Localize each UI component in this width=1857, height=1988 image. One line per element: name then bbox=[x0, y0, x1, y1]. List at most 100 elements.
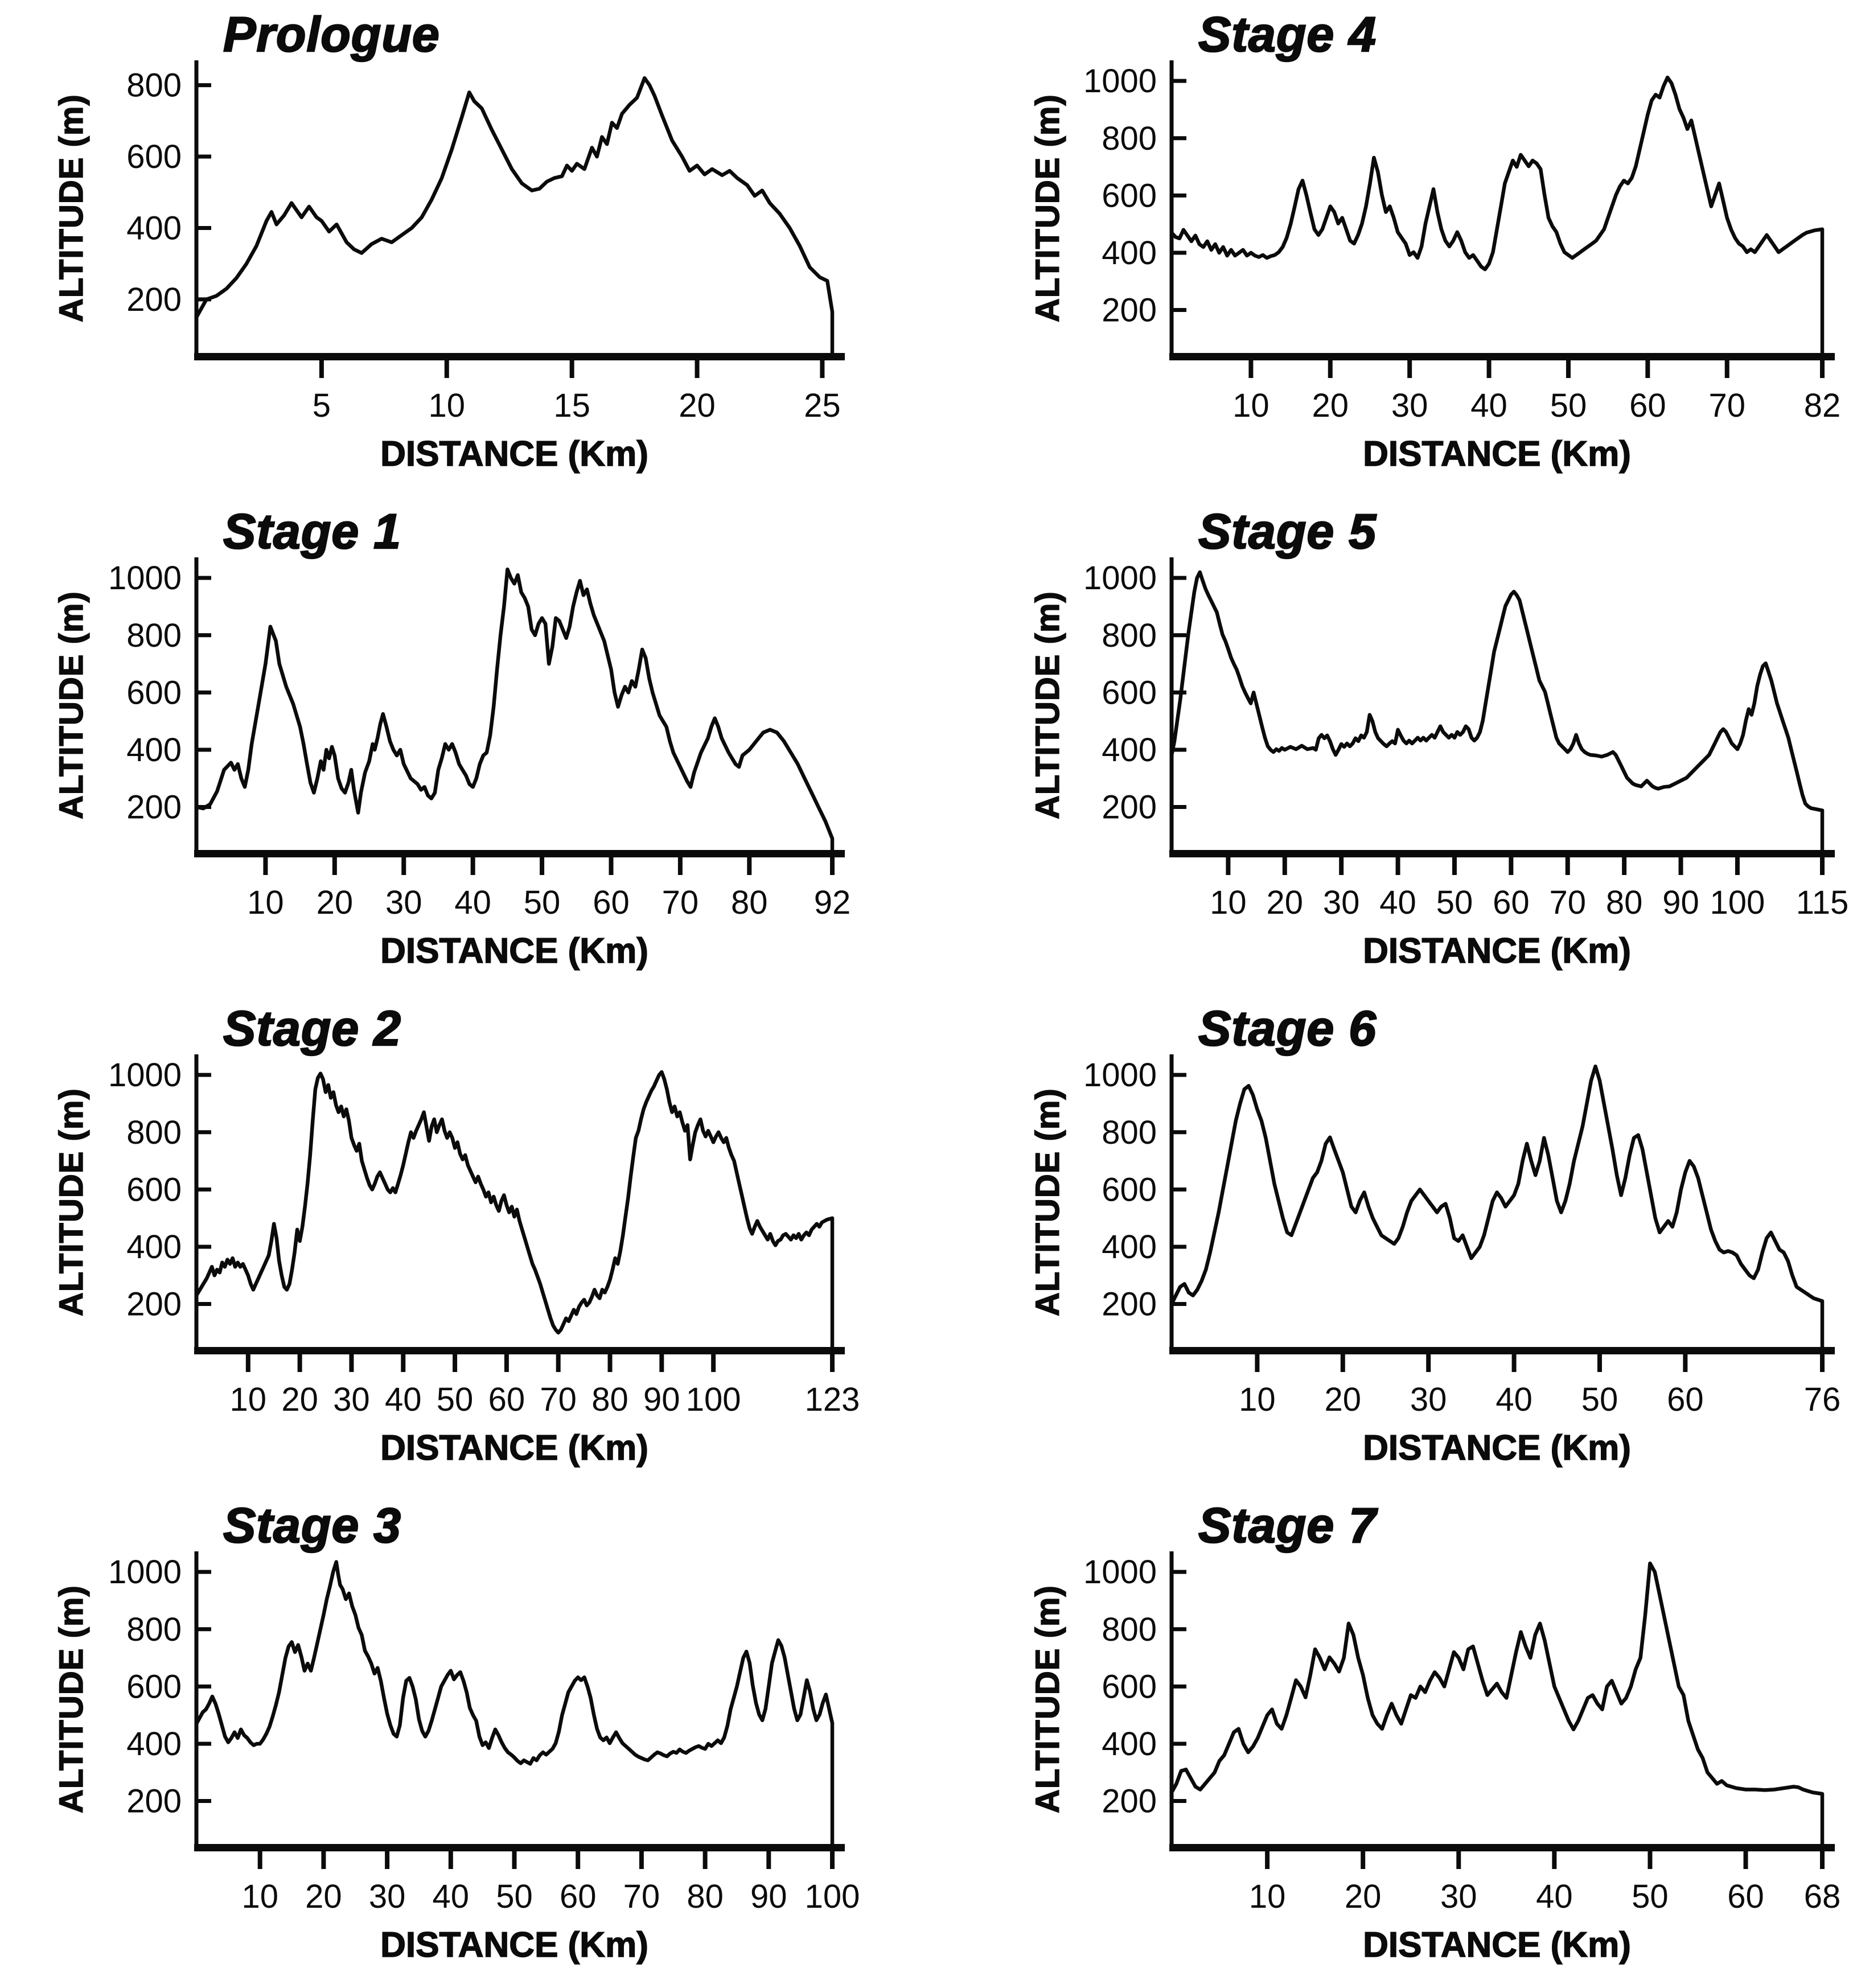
svg-text:80: 80 bbox=[687, 1878, 724, 1915]
svg-text:68: 68 bbox=[1804, 1878, 1841, 1915]
svg-text:40: 40 bbox=[433, 1878, 470, 1915]
svg-text:50: 50 bbox=[1436, 884, 1473, 921]
svg-text:100: 100 bbox=[1710, 884, 1765, 921]
svg-text:400: 400 bbox=[1102, 732, 1157, 769]
chart-stage-2: 200 400 600 800 1000 10 20 30 40 50 60 70 80 90 100 123… bbox=[0, 994, 929, 1491]
svg-text:400: 400 bbox=[126, 732, 182, 769]
svg-text:80: 80 bbox=[591, 1381, 628, 1418]
y-axis-label: ALTITUDE (m) bbox=[52, 1585, 91, 1814]
x-axis-label: DISTANCE (Km) bbox=[380, 434, 648, 474]
svg-text:600: 600 bbox=[126, 138, 182, 175]
chart-canvas: 200 400 600 800 1000 10 20 30 40 50 60 68 bbox=[1083, 1551, 1841, 1915]
chart-title: Prologue bbox=[223, 7, 440, 63]
svg-text:70: 70 bbox=[540, 1381, 577, 1418]
svg-text:40: 40 bbox=[1496, 1381, 1533, 1418]
svg-text:800: 800 bbox=[126, 617, 182, 654]
svg-text:115: 115 bbox=[1796, 884, 1848, 921]
svg-text:25: 25 bbox=[804, 387, 841, 424]
x-axis-label: DISTANCE (Km) bbox=[1362, 931, 1631, 971]
chart-stage-1: 200 400 600 800 1000 10 20 30 40 50 60 70 80 92 Stage… bbox=[0, 497, 929, 994]
svg-text:50: 50 bbox=[437, 1381, 474, 1418]
svg-text:600: 600 bbox=[126, 674, 182, 711]
svg-text:90: 90 bbox=[1662, 884, 1699, 921]
svg-text:50: 50 bbox=[1581, 1381, 1618, 1418]
svg-text:40: 40 bbox=[1470, 387, 1507, 424]
chart-stage-5: 200 400 600 800 1000 10 20 30 40 50 60 70 80 90 100 115… bbox=[929, 497, 1857, 994]
svg-text:80: 80 bbox=[1606, 884, 1643, 921]
chart-title: Stage 5 bbox=[1198, 504, 1377, 560]
svg-text:1000: 1000 bbox=[1083, 1554, 1157, 1591]
svg-text:20: 20 bbox=[1345, 1878, 1382, 1915]
svg-text:30: 30 bbox=[333, 1381, 370, 1418]
svg-text:20: 20 bbox=[1267, 884, 1304, 921]
svg-text:70: 70 bbox=[662, 884, 699, 921]
svg-text:800: 800 bbox=[1102, 617, 1157, 654]
svg-text:30: 30 bbox=[385, 884, 422, 921]
svg-text:100: 100 bbox=[686, 1381, 741, 1418]
svg-text:60: 60 bbox=[593, 884, 630, 921]
chart-canvas: 200 400 600 800 1000 10 20 30 40 50 60 70 80 90 100 115 bbox=[1083, 557, 1848, 921]
svg-text:400: 400 bbox=[1102, 235, 1157, 272]
svg-text:82: 82 bbox=[1804, 387, 1841, 424]
svg-text:400: 400 bbox=[126, 210, 182, 247]
svg-text:80: 80 bbox=[731, 884, 768, 921]
svg-text:30: 30 bbox=[1410, 1381, 1447, 1418]
svg-text:200: 200 bbox=[1102, 292, 1157, 329]
svg-text:1000: 1000 bbox=[1083, 560, 1157, 597]
svg-text:400: 400 bbox=[1102, 1229, 1157, 1266]
svg-text:10: 10 bbox=[1210, 884, 1247, 921]
svg-text:60: 60 bbox=[1493, 884, 1530, 921]
svg-text:30: 30 bbox=[1440, 1878, 1477, 1915]
svg-text:30: 30 bbox=[1323, 884, 1360, 921]
svg-text:30: 30 bbox=[369, 1878, 406, 1915]
chart-stage-4: 200 400 600 800 1000 10 20 30 40 50 60 70 82 Stage 4… bbox=[929, 0, 1857, 497]
chart-title: Stage 7 bbox=[1198, 1498, 1377, 1554]
svg-text:50: 50 bbox=[1550, 387, 1587, 424]
svg-text:40: 40 bbox=[385, 1381, 422, 1418]
svg-text:10: 10 bbox=[1232, 387, 1270, 424]
x-axis-label: DISTANCE (Km) bbox=[380, 1428, 648, 1468]
x-axis-label: DISTANCE (Km) bbox=[1362, 1428, 1631, 1468]
svg-text:600: 600 bbox=[126, 1668, 182, 1705]
svg-text:10: 10 bbox=[241, 1878, 278, 1915]
svg-text:10: 10 bbox=[230, 1381, 267, 1418]
svg-text:800: 800 bbox=[126, 1114, 182, 1151]
y-axis-label: ALTITUDE (m) bbox=[52, 591, 91, 820]
y-axis-label: ALTITUDE (m) bbox=[52, 94, 91, 323]
svg-text:800: 800 bbox=[1102, 120, 1157, 157]
svg-text:10: 10 bbox=[247, 884, 284, 921]
svg-text:10: 10 bbox=[429, 387, 466, 424]
svg-text:200: 200 bbox=[126, 1286, 182, 1323]
svg-text:600: 600 bbox=[1102, 1668, 1157, 1705]
svg-text:100: 100 bbox=[805, 1878, 860, 1915]
svg-text:76: 76 bbox=[1804, 1381, 1841, 1418]
svg-text:10: 10 bbox=[1249, 1878, 1286, 1915]
svg-text:20: 20 bbox=[1325, 1381, 1362, 1418]
x-axis-label: DISTANCE (Km) bbox=[1362, 434, 1631, 474]
svg-text:400: 400 bbox=[1102, 1726, 1157, 1763]
y-axis-label: ALTITUDE (m) bbox=[1029, 1585, 1067, 1814]
svg-text:60: 60 bbox=[488, 1381, 525, 1418]
svg-text:15: 15 bbox=[553, 387, 590, 424]
chart-canvas: 200 400 600 800 1000 10 20 30 40 50 60 76 bbox=[1083, 1054, 1841, 1418]
svg-text:800: 800 bbox=[126, 1611, 182, 1648]
svg-text:70: 70 bbox=[623, 1878, 660, 1915]
svg-text:50: 50 bbox=[496, 1878, 533, 1915]
svg-text:70: 70 bbox=[1708, 387, 1745, 424]
svg-text:800: 800 bbox=[1102, 1114, 1157, 1151]
svg-text:1000: 1000 bbox=[108, 560, 182, 597]
svg-text:200: 200 bbox=[1102, 789, 1157, 826]
svg-text:40: 40 bbox=[454, 884, 491, 921]
svg-text:90: 90 bbox=[750, 1878, 787, 1915]
chart-prologue: 200 400 600 800 5 10 15 20 25 Prologue ALTITUDE … bbox=[0, 0, 929, 497]
svg-text:20: 20 bbox=[317, 884, 354, 921]
svg-text:600: 600 bbox=[126, 1171, 182, 1208]
svg-text:200: 200 bbox=[126, 281, 182, 318]
chart-canvas: 200 400 600 800 1000 10 20 30 40 50 60 70 80 92 bbox=[108, 557, 851, 921]
x-axis-label: DISTANCE (Km) bbox=[380, 1925, 648, 1965]
chart-title: Stage 2 bbox=[223, 1001, 401, 1057]
y-axis-label: ALTITUDE (m) bbox=[1029, 591, 1067, 820]
svg-text:200: 200 bbox=[126, 789, 182, 826]
svg-text:1000: 1000 bbox=[108, 1057, 182, 1094]
svg-text:20: 20 bbox=[1312, 387, 1349, 424]
